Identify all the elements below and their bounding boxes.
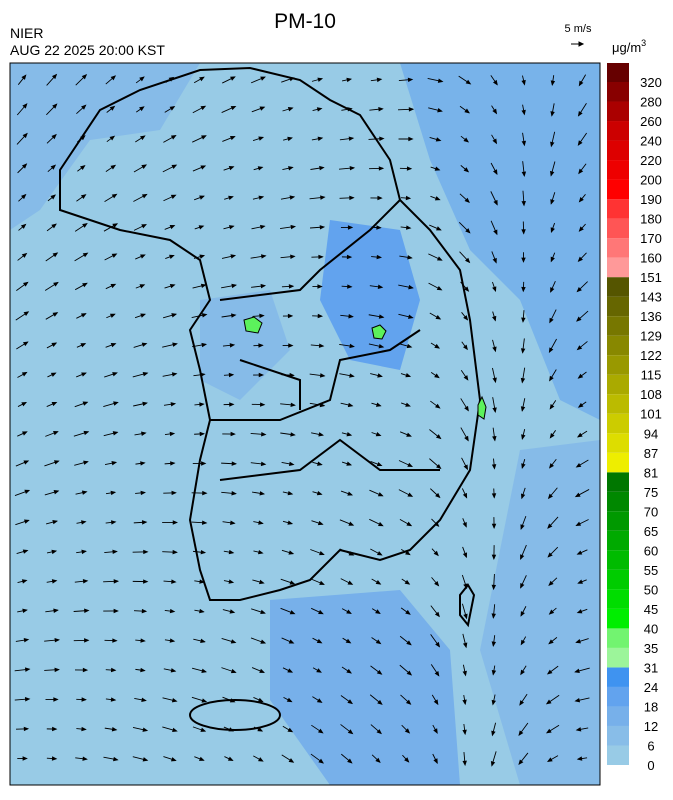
- colorbar-label: 136: [640, 309, 662, 324]
- colorbar-label: 87: [644, 446, 658, 461]
- colorbar-label: 115: [641, 368, 662, 383]
- colorbar-segment: [607, 82, 629, 102]
- colorbar-segment: [607, 472, 629, 492]
- colorbar-segment: [607, 394, 629, 414]
- title: PM-10: [274, 10, 336, 33]
- colorbar-label: 50: [644, 582, 658, 597]
- colorbar-label: 65: [644, 524, 658, 539]
- colorbar-label: 200: [640, 173, 662, 188]
- colorbar-segment: [607, 745, 629, 765]
- colorbar-segment: [607, 570, 629, 590]
- colorbar-label: 108: [640, 387, 662, 402]
- colorbar-label: 24: [644, 680, 658, 695]
- colorbar-segment: [607, 258, 629, 278]
- colorbar-segment: [607, 667, 629, 687]
- colorbar-segment: [607, 160, 629, 180]
- colorbar-label: 81: [644, 465, 658, 480]
- map: [10, 63, 600, 785]
- wind-scale-label: 5 m/s: [565, 23, 592, 35]
- agency: NIER: [10, 25, 43, 41]
- colorbar-label: 180: [640, 212, 662, 227]
- colorbar-segment: [607, 102, 629, 122]
- colorbar-segment: [607, 121, 629, 141]
- colorbar-segment: [607, 687, 629, 707]
- colorbar-segment: [607, 648, 629, 668]
- colorbar-label: 170: [640, 231, 662, 246]
- colorbar-segment: [607, 238, 629, 258]
- colorbar-segment: [607, 433, 629, 453]
- colorbar-segment: [607, 609, 629, 629]
- colorbar-label: 18: [644, 699, 658, 714]
- colorbar-segment: [607, 336, 629, 356]
- colorbar-label: 320: [640, 75, 662, 90]
- colorbar-label: 75: [644, 485, 658, 500]
- colorbar: 0 6 12 18 24 31 35 40 45 50 55 60 65 70 75 81 87 94 101 108…: [607, 63, 662, 773]
- wind-scale-arrow: [571, 42, 583, 46]
- colorbar-segment: [607, 453, 629, 473]
- unit: μg/m3: [612, 38, 646, 55]
- colorbar-segment: [607, 180, 629, 200]
- colorbar-label: 0: [647, 758, 654, 773]
- colorbar-label: 122: [640, 348, 662, 363]
- colorbar-segment: [607, 628, 629, 648]
- colorbar-label: 45: [644, 602, 658, 617]
- colorbar-segment: [607, 492, 629, 512]
- colorbar-segment: [607, 511, 629, 531]
- colorbar-segment: [607, 355, 629, 375]
- colorbar-segment: [607, 706, 629, 726]
- colorbar-segment: [607, 63, 629, 82]
- colorbar-segment: [607, 297, 629, 317]
- colorbar-segment: [607, 141, 629, 161]
- colorbar-label: 220: [640, 153, 662, 168]
- colorbar-label: 70: [644, 504, 658, 519]
- colorbar-segment: [607, 726, 629, 746]
- colorbar-label: 60: [644, 543, 658, 558]
- colorbar-label: 240: [640, 134, 662, 149]
- colorbar-segment: [607, 414, 629, 434]
- colorbar-label: 40: [644, 621, 658, 636]
- colorbar-segment: [607, 316, 629, 336]
- colorbar-segment: [607, 199, 629, 219]
- colorbar-label: 94: [644, 426, 658, 441]
- colorbar-label: 190: [640, 192, 662, 207]
- colorbar-label: 12: [644, 719, 658, 734]
- colorbar-label: 260: [640, 114, 662, 129]
- colorbar-label: 55: [644, 563, 658, 578]
- colorbar-label: 280: [640, 95, 662, 110]
- colorbar-label: 35: [644, 641, 658, 656]
- colorbar-label: 143: [640, 290, 662, 305]
- colorbar-label: 6: [647, 738, 654, 753]
- colorbar-label: 151: [640, 270, 662, 285]
- colorbar-segment: [607, 375, 629, 395]
- unit-power: 3: [641, 38, 646, 48]
- colorbar-label: 31: [644, 660, 658, 675]
- colorbar-segment: [607, 531, 629, 551]
- colorbar-segment: [607, 589, 629, 609]
- colorbar-label: 129: [640, 329, 662, 344]
- datetime: AUG 22 2025 20:00 KST: [10, 42, 165, 58]
- colorbar-segment: [607, 277, 629, 297]
- colorbar-segment: [607, 219, 629, 239]
- unit-text: μg/m: [612, 40, 641, 55]
- colorbar-label: 101: [640, 407, 662, 422]
- colorbar-label: 160: [640, 251, 662, 266]
- colorbar-segment: [607, 550, 629, 570]
